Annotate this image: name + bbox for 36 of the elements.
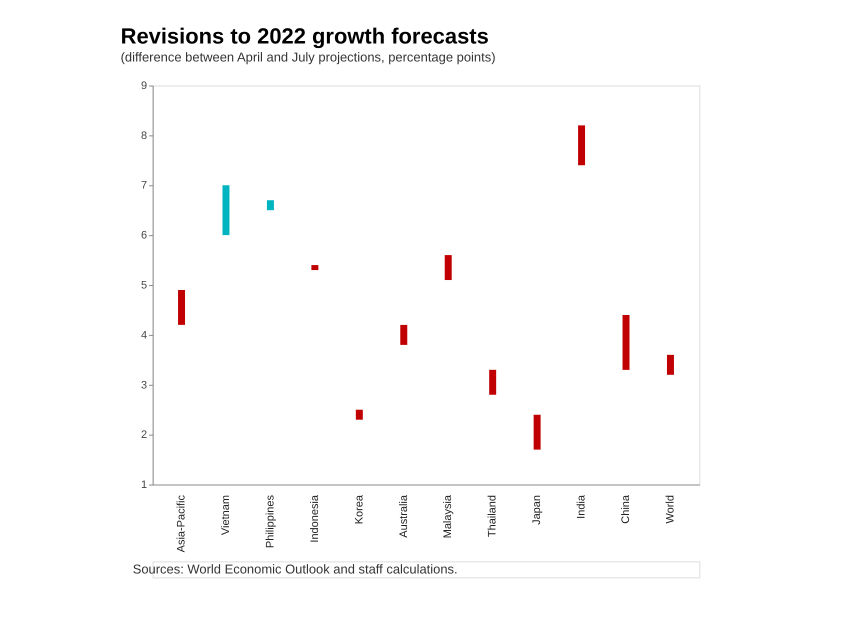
bar	[356, 410, 363, 420]
y-tick-label: 5	[141, 280, 148, 292]
bar	[622, 314, 630, 370]
bar	[311, 265, 318, 270]
y-tick-label: 2	[141, 429, 148, 442]
y-tick-label: 8	[141, 130, 148, 142]
x-tick-label: Korea	[353, 494, 366, 524]
bar	[222, 185, 230, 236]
x-tick-label: Vietnam	[220, 495, 232, 536]
bar	[266, 200, 274, 210]
bar	[400, 324, 408, 345]
x-tick-label: Malaysia	[442, 494, 454, 538]
bar	[489, 370, 496, 395]
x-tick-label: China	[620, 494, 632, 524]
source-note: Sources: World Economic Outlook and staff calculations.	[132, 561, 458, 576]
x-tick-label: Australia	[398, 494, 410, 538]
chart-title: Revisions to 2022 growth forecasts	[120, 24, 489, 49]
bar	[578, 125, 586, 166]
x-tick-label: India	[576, 494, 588, 519]
y-tick-label: 7	[141, 180, 148, 192]
x-tick-label: Japan	[531, 495, 544, 525]
y-tick-label: 6	[141, 230, 148, 242]
bar	[534, 414, 541, 450]
x-tick-label: Philippines	[264, 494, 276, 548]
bar	[178, 290, 186, 325]
y-tick-label: 4	[141, 329, 148, 342]
x-tick-label: World	[664, 495, 676, 524]
y-tick-label: 3	[141, 379, 148, 392]
y-tick-label: 9	[141, 80, 148, 92]
x-tick-label: Thailand	[486, 495, 499, 538]
bar	[666, 354, 674, 375]
x-tick-label: Asia-Pacific	[176, 494, 188, 552]
x-tick-label: Indonesia	[308, 494, 321, 543]
chart-subtitle: (difference between April and July projections, percentage points)	[120, 50, 496, 65]
y-tick-label: 1	[141, 479, 148, 492]
bar	[444, 255, 452, 280]
